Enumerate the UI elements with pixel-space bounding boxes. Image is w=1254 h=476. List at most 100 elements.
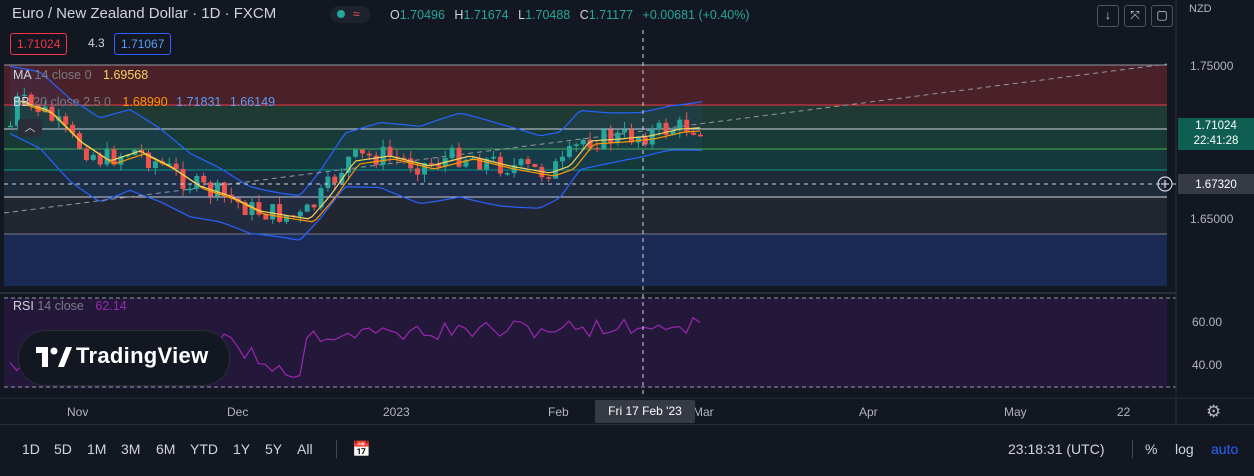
candle-body [263, 214, 269, 220]
candle-body [428, 163, 434, 165]
log-scale-toggle[interactable]: log [1175, 441, 1194, 457]
download-icon[interactable]: ↓ [1097, 5, 1119, 27]
candle-body [656, 122, 662, 130]
candle-body [491, 156, 496, 159]
tradingview-logo-badge[interactable] [18, 330, 230, 386]
candle-body [642, 137, 648, 145]
trendline-dashed [3, 63, 1168, 214]
timeframe-6m[interactable]: 6M [156, 441, 176, 457]
ma-line [19, 100, 701, 220]
calendar-range-icon[interactable]: 📅 [352, 441, 371, 458]
time-tick: Mar [693, 405, 714, 419]
candle-body [187, 188, 193, 191]
candle-body [635, 137, 641, 143]
ma-name: MA [13, 68, 32, 82]
timeframe-5y[interactable]: 5Y [265, 441, 283, 457]
candle-body [111, 149, 117, 165]
ohlc-open-value: 1.70496 [399, 8, 445, 22]
rsi-tick: 60.00 [1192, 315, 1223, 329]
time-tick: Dec [227, 405, 249, 419]
candle-body [456, 147, 462, 167]
percent-scale-toggle[interactable]: % [1145, 441, 1158, 457]
ohlc-low-key: L [518, 8, 526, 22]
timeframe-3m[interactable]: 3M [121, 441, 141, 457]
candle-body [359, 149, 365, 154]
candle-body [622, 129, 628, 133]
candle-body [477, 158, 483, 170]
candle-body [173, 163, 179, 170]
snapshot-icon[interactable]: ▢ [1151, 5, 1173, 27]
collapse-legend-button[interactable]: ︿ [18, 119, 42, 137]
buy-price-button[interactable]: 1.71067 [114, 33, 172, 55]
crosshair-plus-icon[interactable] [1157, 176, 1173, 192]
time-tick: 22 [1117, 405, 1131, 419]
candle-body [663, 122, 669, 135]
candle-body [180, 169, 186, 189]
timeframe-1m[interactable]: 1M [87, 441, 107, 457]
symbol-title[interactable]: Euro / New Zealand Dollar · 1D · FXCM [12, 5, 277, 22]
candle-body [504, 173, 510, 175]
market-status-pill[interactable] [330, 6, 370, 23]
rsi-params: 14 close [37, 299, 84, 313]
candle-body [83, 148, 89, 160]
candle-body [608, 129, 614, 144]
candles [8, 87, 703, 225]
timeframe-1d[interactable]: 1D [22, 441, 40, 457]
candle-body [353, 149, 358, 157]
utc-clock[interactable]: 23:18:31 (UTC) [1008, 441, 1105, 457]
time-tick: Feb [548, 405, 569, 419]
sell-price-button[interactable]: 1.71024 [10, 33, 68, 55]
candle-body [566, 146, 572, 157]
candle-body [21, 94, 27, 97]
candle-body [532, 163, 538, 167]
ohlc-change: +0.00681 (+0.40%) [642, 8, 750, 22]
zone-grey [4, 197, 1167, 234]
candle-body [215, 182, 220, 197]
zone-darkgreen [4, 105, 1167, 129]
candle-body [422, 163, 427, 175]
bb-legend[interactable]: BB 20 close 2.5 0 1.68990 1.71831 1.6614… [13, 95, 275, 109]
trendline [3, 63, 1168, 214]
gear-icon[interactable]: ⚙ [1206, 402, 1222, 421]
time-tick: 2023 [383, 405, 410, 419]
crosshair-price-tag: 1.67320 [1178, 174, 1254, 194]
timeframe-1y[interactable]: 1Y [233, 441, 251, 457]
timeframe-ytd[interactable]: YTD [190, 441, 218, 457]
candle-body [270, 204, 276, 220]
rsi-legend[interactable]: RSI 14 close 62.14 [13, 299, 127, 313]
candle-body [546, 177, 552, 179]
bb-upper-line [9, 65, 703, 197]
tradingview-logo-icon [36, 347, 72, 367]
candle-body [318, 188, 324, 208]
crosshair-date-tag: Fri 17 Feb '23 [595, 400, 695, 423]
ma-legend[interactable]: MA 14 close 0 1.69568 [13, 68, 148, 82]
auto-scale-toggle[interactable]: auto [1211, 441, 1239, 457]
candle-body [14, 96, 20, 126]
price-tick: 1.65000 [1190, 212, 1234, 226]
candle-body [304, 204, 310, 212]
candle-body [256, 202, 262, 215]
time-tick: Apr [859, 405, 878, 419]
time-tick: May [1004, 405, 1027, 419]
candle-body [387, 146, 393, 157]
candle-body [332, 176, 338, 184]
candle-body [201, 175, 207, 183]
candle-body [615, 132, 621, 144]
candle-body [97, 154, 103, 165]
candle-body [325, 176, 331, 189]
candle-body [63, 116, 69, 125]
moving-averages [19, 100, 701, 223]
timeframe-all[interactable]: All [297, 441, 313, 457]
candle-body [553, 161, 559, 179]
timeframe-5d[interactable]: 5D [54, 441, 72, 457]
candle-body [146, 152, 151, 169]
currency-label[interactable]: NZD [1189, 3, 1212, 15]
candle-body [560, 156, 565, 162]
candle-body [691, 132, 697, 135]
candle-body [277, 204, 283, 222]
candle-body [221, 182, 227, 195]
candle-body [90, 154, 96, 160]
candle-body [104, 149, 110, 165]
wave-icon: ≈ [353, 7, 360, 21]
fullscreen-icon[interactable]: ⤧ [1124, 5, 1146, 27]
